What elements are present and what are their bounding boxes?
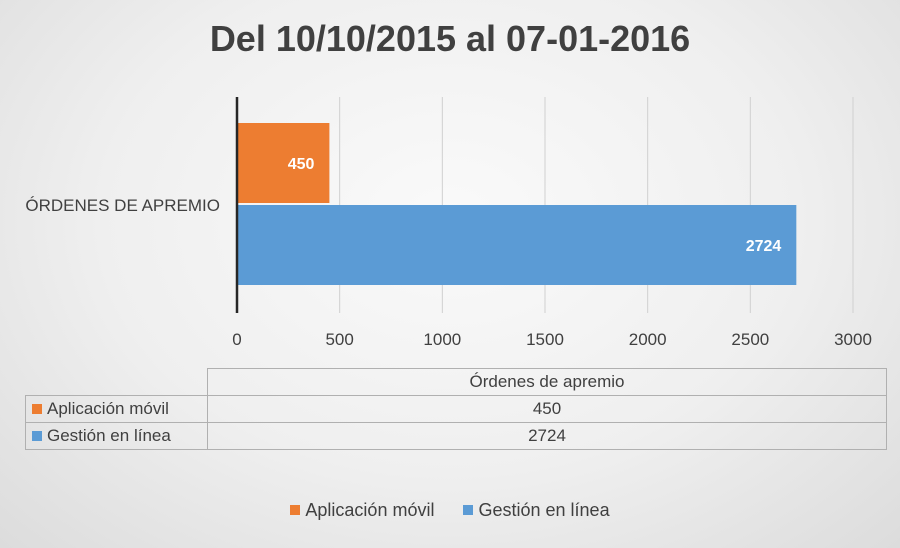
- series-key-gestion-en-linea: [32, 430, 42, 441]
- legend: Aplicación móvil Gestión en línea: [0, 500, 900, 521]
- data-table-value: 2724: [207, 422, 887, 450]
- data-table-column-header: Órdenes de apremio: [207, 368, 887, 396]
- legend-item[interactable]: Aplicación móvil: [290, 500, 434, 521]
- data-label: 2724: [746, 238, 782, 255]
- data-table-series-name: Gestión en línea: [47, 426, 171, 445]
- data-table-series-name: Aplicación móvil: [47, 399, 169, 418]
- data-table-corner: [26, 369, 208, 396]
- chart-title: Del 10/10/2015 al 07-01-2016: [209, 18, 691, 59]
- x-tick-label: 3000: [834, 330, 872, 349]
- x-tick-label: 0: [232, 330, 241, 349]
- data-table: Órdenes de apremio Aplicación móvil 450 …: [25, 368, 887, 450]
- legend-key-aplicacion-movil: [290, 505, 301, 516]
- data-label: 450: [288, 156, 315, 173]
- y-tick-label: ÓRDENES DE APREMIO: [25, 196, 220, 215]
- x-tick-label: 2000: [629, 330, 667, 349]
- data-table-value: 450: [207, 395, 887, 423]
- x-tick-label: 1000: [423, 330, 461, 349]
- x-tick-label: 500: [325, 330, 353, 349]
- data-table-row: Gestión en línea 2724: [25, 422, 887, 450]
- x-tick-label: 2500: [731, 330, 769, 349]
- data-table-row: Aplicación móvil 450: [25, 395, 887, 423]
- x-tick-label: 1500: [526, 330, 564, 349]
- legend-label: Gestión en línea: [478, 500, 610, 520]
- series-key-aplicacion-movil: [32, 403, 42, 414]
- legend-item[interactable]: Gestión en línea: [463, 500, 610, 521]
- data-table-header-row: Órdenes de apremio: [26, 368, 887, 396]
- data-table-series-label: Gestión en línea: [25, 422, 208, 450]
- bar: [237, 123, 330, 203]
- data-table-series-label: Aplicación móvil: [25, 395, 208, 423]
- bar: [237, 205, 797, 285]
- legend-key-gestion-en-linea: [463, 505, 474, 516]
- legend-label: Aplicación móvil: [305, 500, 435, 520]
